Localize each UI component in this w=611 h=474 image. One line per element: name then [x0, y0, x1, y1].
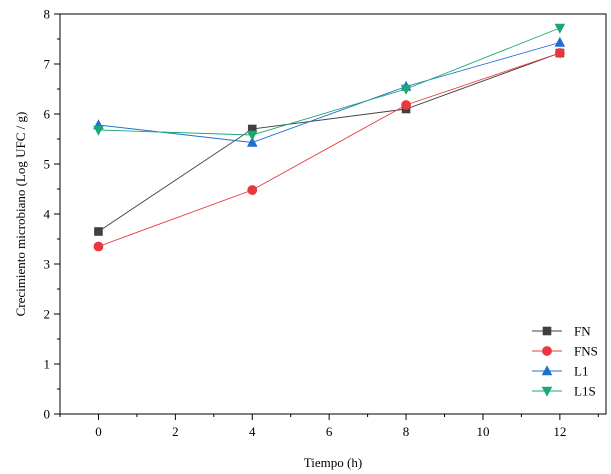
series-line-l1: [98, 42, 560, 143]
x-tick-label: 6: [326, 424, 333, 439]
point-fns: [401, 100, 411, 110]
point-l1: [554, 36, 566, 47]
x-tick-label: 8: [403, 424, 410, 439]
point-fns: [247, 185, 258, 195]
series-l1s: [93, 23, 566, 141]
legend-label-l1s: L1S: [574, 384, 596, 399]
y-tick-label: 5: [44, 157, 51, 172]
x-tick-label: 2: [172, 424, 179, 439]
point-fn: [94, 227, 103, 236]
series-line-fn: [98, 52, 561, 232]
x-axis-label: Tiempo (h): [304, 455, 362, 470]
legend: FN FNS L1 L1S: [532, 324, 598, 399]
x-axis-ticks: 0 2 4 6 8 10 12: [95, 414, 566, 439]
y-tick-label: 8: [44, 7, 51, 22]
point-l1s: [554, 23, 566, 34]
legend-marker-fn: [542, 326, 552, 336]
point-l1: [246, 136, 258, 147]
y-axis-ticks: 0 1 2 3 4 5 6 7 8: [44, 7, 60, 422]
y-tick-label: 2: [44, 307, 51, 322]
series-line-fns: [98, 52, 561, 247]
y-minor-ticks: [57, 38, 60, 390]
series-l1: [93, 36, 566, 147]
point-l1s: [93, 125, 104, 136]
point-l1s: [400, 84, 412, 95]
series-layer: [93, 23, 566, 252]
plot-frame: [59, 13, 607, 415]
legend-label-fn: FN: [574, 324, 591, 339]
y-tick-label: 7: [44, 57, 51, 72]
legend-item-l1: L1: [532, 364, 588, 379]
x-tick-label: 10: [476, 424, 489, 439]
y-tick-label: 6: [44, 107, 51, 122]
series-fn: [94, 48, 565, 236]
x-tick-label: 12: [553, 424, 566, 439]
y-tick-label: 4: [44, 207, 51, 222]
legend-label-l1: L1: [574, 364, 588, 379]
y-axis-label: Crecimiento microbiano (Log UFC / g): [13, 112, 28, 317]
point-fns: [93, 241, 104, 252]
series-line-l1s: [98, 27, 561, 136]
legend-label-fns: FNS: [574, 344, 598, 359]
legend-marker-l1s: [541, 386, 553, 397]
legend-marker-l1: [541, 365, 553, 376]
point-l1s: [246, 130, 258, 141]
y-tick-label: 0: [44, 407, 51, 422]
point-fns: [554, 48, 565, 58]
y-tick-label: 3: [44, 257, 51, 272]
legend-item-fns: FNS: [532, 344, 598, 359]
x-tick-label: 0: [95, 424, 102, 439]
point-fn: [247, 124, 257, 134]
legend-item-fn: FN: [532, 324, 591, 339]
legend-item-l1s: L1S: [532, 384, 596, 399]
legend-marker-fns: [542, 346, 552, 356]
x-tick-label: 4: [249, 424, 256, 439]
series-fns: [93, 48, 565, 252]
y-tick-label: 1: [44, 357, 51, 372]
